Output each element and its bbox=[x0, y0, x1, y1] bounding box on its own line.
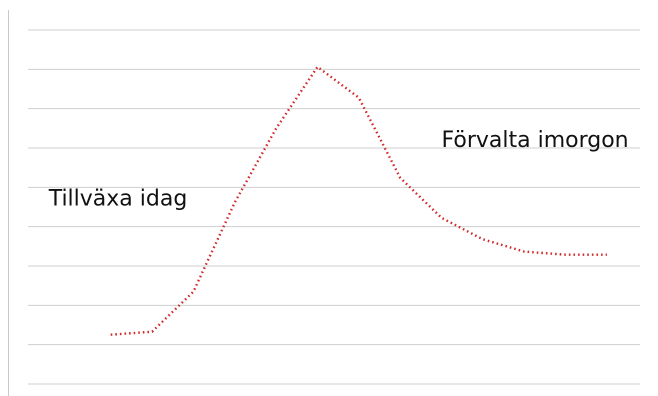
series-line bbox=[110, 65, 607, 336]
annotation-tillvaxa-idag: Tillväxa idag bbox=[48, 187, 188, 212]
chart-left-border bbox=[8, 10, 9, 396]
gridlines bbox=[28, 29, 640, 385]
annotation-forvalta-imorgon: Förvalta imorgon bbox=[442, 128, 629, 153]
